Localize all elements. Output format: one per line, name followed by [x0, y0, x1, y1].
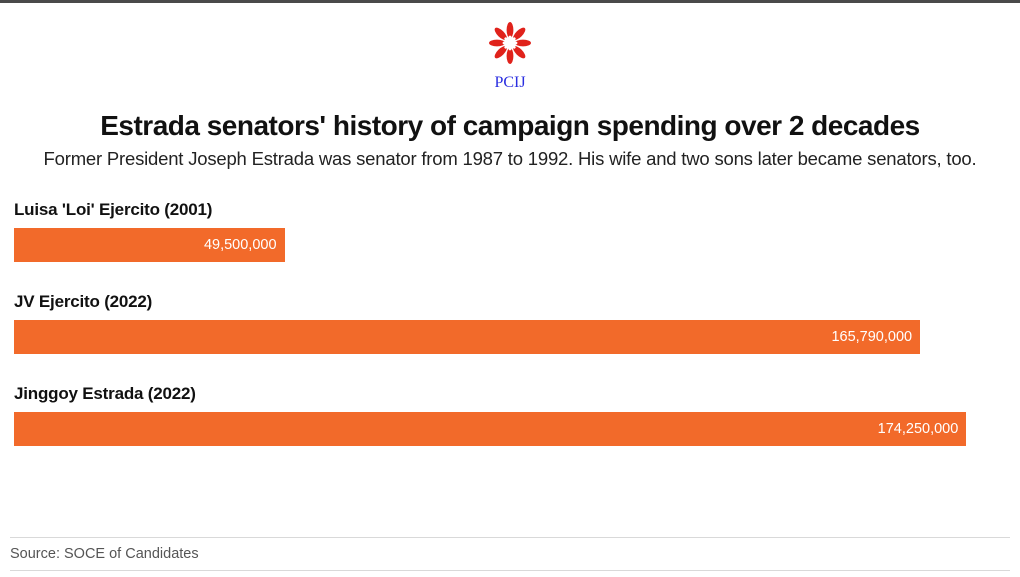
- bar-chart: Luisa 'Loi' Ejercito (2001) 49,500,000 JV …: [10, 200, 1010, 446]
- bar-label: Luisa 'Loi' Ejercito (2001): [14, 200, 1006, 220]
- bar-track: 174,250,000: [14, 412, 1006, 446]
- chart-title: Estrada senators' history of campaign sp…: [10, 110, 1010, 142]
- logo-text: PCIJ: [10, 74, 1010, 92]
- bar-value: 174,250,000: [878, 421, 959, 437]
- divider: [10, 570, 1010, 571]
- bar-label: JV Ejercito (2022): [14, 292, 1006, 312]
- bar-value: 49,500,000: [204, 237, 277, 253]
- source-text: Source: SOCE of Candidates: [10, 538, 1010, 570]
- chart-subtitle: Former President Joseph Estrada was sena…: [10, 148, 1010, 170]
- bar-track: 165,790,000: [14, 320, 1006, 354]
- bar: 174,250,000: [14, 412, 966, 446]
- bar-label: Jinggoy Estrada (2022): [14, 384, 1006, 404]
- footer: Source: SOCE of Candidates: [10, 537, 1010, 571]
- bar: 49,500,000: [14, 228, 285, 262]
- pcij-burst-icon: [486, 19, 534, 67]
- bar-row: JV Ejercito (2022) 165,790,000: [14, 292, 1006, 354]
- bar-value: 165,790,000: [831, 329, 912, 345]
- bar-row: Jinggoy Estrada (2022) 174,250,000: [14, 384, 1006, 446]
- logo: PCIJ: [10, 19, 1010, 92]
- bar-row: Luisa 'Loi' Ejercito (2001) 49,500,000: [14, 200, 1006, 262]
- bar-track: 49,500,000: [14, 228, 1006, 262]
- page: PCIJ Estrada senators' history of campai…: [0, 3, 1020, 577]
- bar: 165,790,000: [14, 320, 920, 354]
